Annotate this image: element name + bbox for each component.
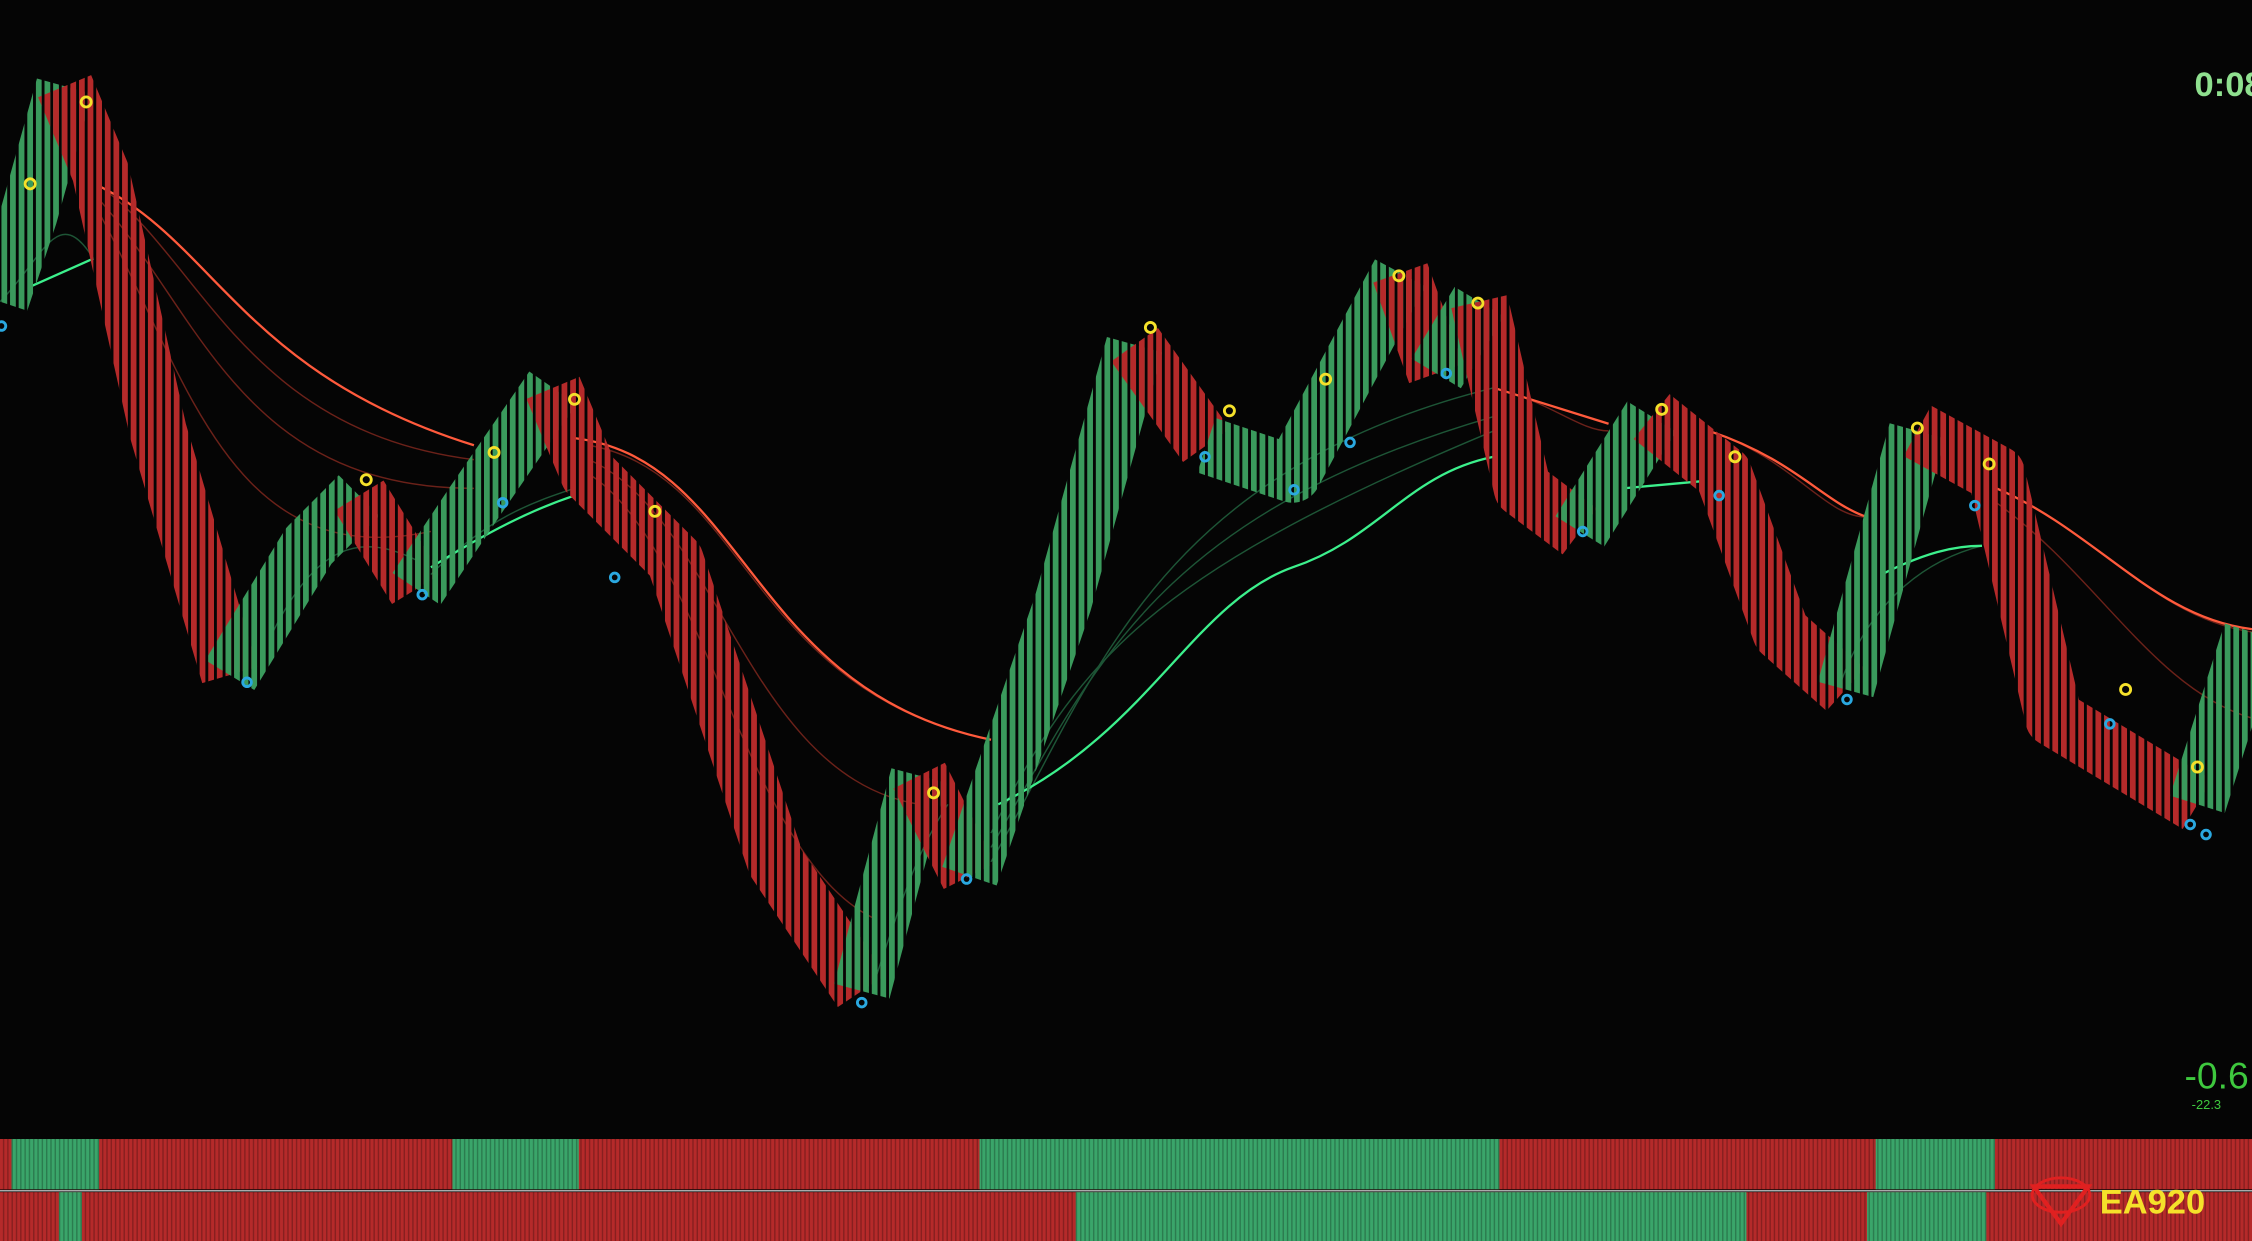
logo: EA920 (2029, 1176, 2205, 1228)
trend-bar-top (0, 1139, 2252, 1190)
trend-bar-bottom (0, 1192, 2252, 1241)
red-line (100, 185, 2252, 741)
candles (0, 75, 2252, 1008)
timer: 0:08 (2195, 66, 2252, 104)
logo-text: EA920 (2100, 1184, 2205, 1222)
signal-markers (0, 95, 2212, 1009)
indicator-value: -0.6 (2184, 1055, 2248, 1097)
indicator-sub: -22.3 (2192, 1097, 2221, 1112)
